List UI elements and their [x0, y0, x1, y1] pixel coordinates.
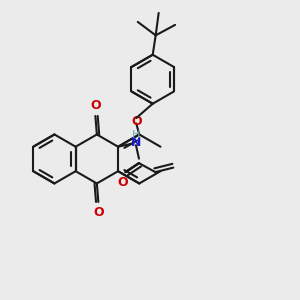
Text: N: N	[131, 136, 141, 149]
Text: O: O	[90, 99, 101, 112]
Text: O: O	[131, 115, 142, 128]
Text: O: O	[93, 206, 104, 218]
Text: O: O	[118, 176, 128, 189]
Text: H: H	[132, 130, 140, 140]
